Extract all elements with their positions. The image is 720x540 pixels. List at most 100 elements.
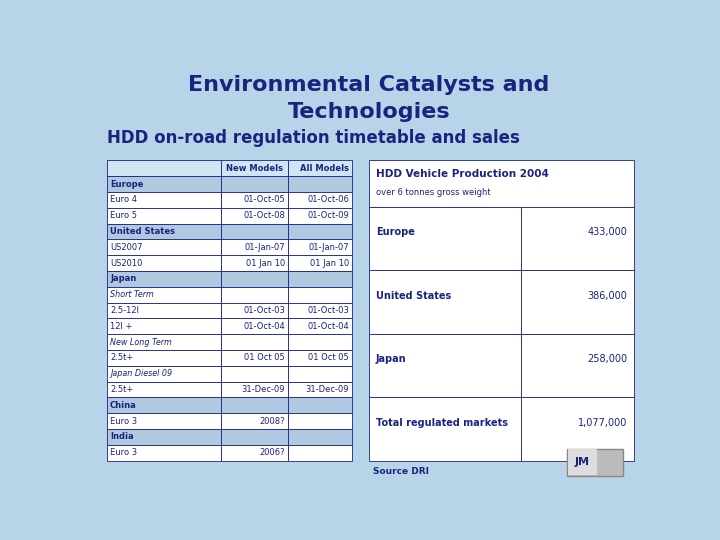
Bar [221,397,289,413]
Text: 01-Oct-03: 01-Oct-03 [307,306,349,315]
Bar [107,445,221,461]
Bar [289,224,352,239]
Text: Euro 5: Euro 5 [110,211,137,220]
Text: 433,000: 433,000 [588,227,627,238]
Bar [107,334,221,350]
Bar [221,429,289,445]
Bar [107,239,221,255]
Text: United States: United States [110,227,175,236]
Bar [289,302,352,319]
Text: 2.5-12l: 2.5-12l [110,306,139,315]
Text: 2.5t+: 2.5t+ [110,385,133,394]
Text: JM: JM [575,457,590,467]
Bar [521,334,634,397]
Text: 01-Oct-06: 01-Oct-06 [307,195,349,205]
Bar [221,239,289,255]
Text: 01 Oct 05: 01 Oct 05 [244,354,285,362]
Bar [289,334,352,350]
Bar [107,224,221,239]
Bar [221,445,289,461]
Text: 01-Oct-08: 01-Oct-08 [243,211,285,220]
Bar [221,224,289,239]
Text: Environmental Catalysts and: Environmental Catalysts and [189,75,549,95]
Bar [221,287,289,302]
Bar [369,160,634,207]
Bar [289,208,352,224]
Text: 31-Dec-09: 31-Dec-09 [242,385,285,394]
Text: 01-Jan-07: 01-Jan-07 [308,243,349,252]
Text: 12l +: 12l + [110,322,132,331]
Bar [289,255,352,271]
Bar [107,366,221,382]
Bar [221,319,289,334]
Bar [221,302,289,319]
Text: 2.5t+: 2.5t+ [110,354,133,362]
Bar [289,160,352,176]
Bar [107,192,221,208]
Bar [107,397,221,413]
Bar [107,429,221,445]
Bar [221,413,289,429]
Bar [289,429,352,445]
Bar [107,208,221,224]
Bar [521,207,634,271]
Bar [221,350,289,366]
Text: China: China [110,401,137,410]
Text: HDD Vehicle Production 2004: HDD Vehicle Production 2004 [376,170,549,179]
Text: Euro 3: Euro 3 [110,448,138,457]
Bar [107,255,221,271]
Text: 01-Oct-04: 01-Oct-04 [243,322,285,331]
Bar [107,160,221,176]
Bar [289,413,352,429]
Bar [107,287,221,302]
Text: 01-Oct-03: 01-Oct-03 [243,306,285,315]
Bar [289,397,352,413]
Text: Europe: Europe [376,227,415,238]
Text: United States: United States [376,291,451,301]
Bar [107,319,221,334]
Bar [289,382,352,397]
Text: US2010: US2010 [110,259,143,268]
Bar [221,382,289,397]
Text: 1,077,000: 1,077,000 [578,417,627,428]
Bar [221,334,289,350]
Bar [289,176,352,192]
Bar [221,255,289,271]
Bar [369,207,521,271]
Bar [521,271,634,334]
Text: New Long Term: New Long Term [110,338,172,347]
Text: Source DRI: Source DRI [374,467,429,476]
Bar [567,449,623,476]
Text: HDD on-road regulation timetable and sales: HDD on-road regulation timetable and sal… [107,129,520,147]
Bar [289,350,352,366]
Bar [521,397,634,461]
Bar [107,382,221,397]
Text: over 6 tonnes gross weight: over 6 tonnes gross weight [376,187,490,197]
Bar [221,160,289,176]
Bar [289,192,352,208]
Bar [221,366,289,382]
Bar [289,366,352,382]
Bar [567,449,597,475]
Text: US2007: US2007 [110,243,143,252]
Bar [289,445,352,461]
Text: 01 Oct 05: 01 Oct 05 [308,354,349,362]
Text: Europe: Europe [110,180,143,188]
Text: All Models: All Models [300,164,349,173]
Text: 31-Dec-09: 31-Dec-09 [305,385,349,394]
Bar [107,413,221,429]
Bar [221,176,289,192]
Bar [289,319,352,334]
Bar [369,271,521,334]
Text: Euro 3: Euro 3 [110,417,138,426]
Bar [107,302,221,319]
Text: Short Term: Short Term [110,290,154,299]
Bar [289,271,352,287]
Text: 01-Oct-09: 01-Oct-09 [307,211,349,220]
Text: 386,000: 386,000 [588,291,627,301]
Text: India: India [110,433,134,441]
Bar [221,208,289,224]
Bar [107,176,221,192]
Text: 01 Jan 10: 01 Jan 10 [310,259,349,268]
Text: 01-Jan-07: 01-Jan-07 [245,243,285,252]
